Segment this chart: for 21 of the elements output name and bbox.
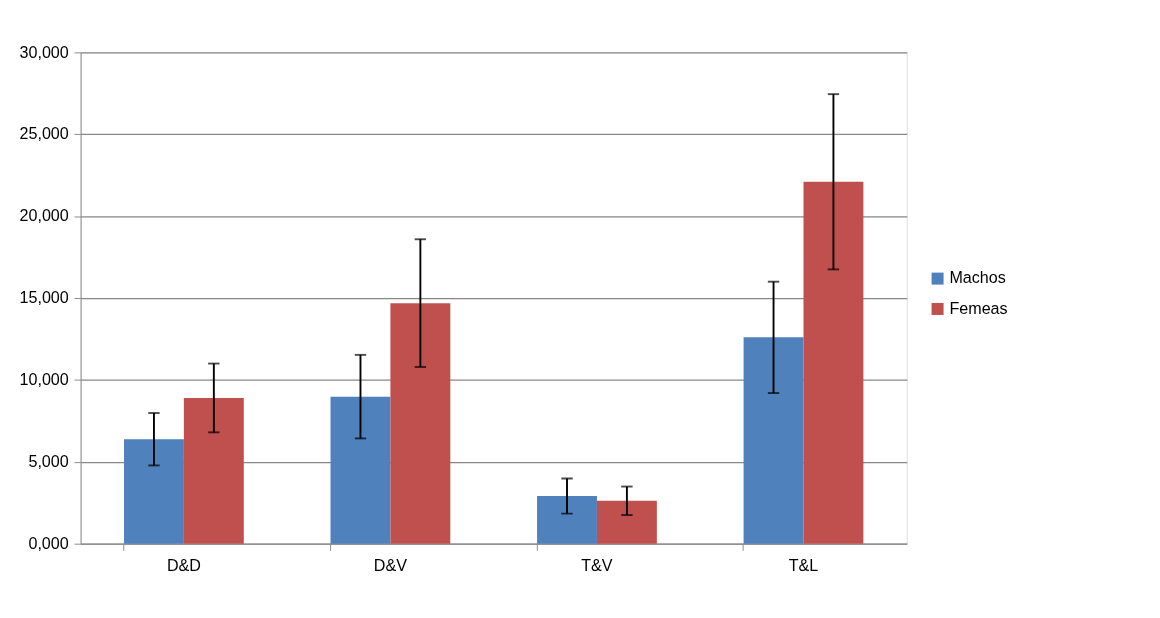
y-tick-label: 30,000 xyxy=(19,42,69,61)
x-tick-label: D&V xyxy=(373,555,408,574)
y-tick-label: 10,000 xyxy=(19,370,69,389)
bar xyxy=(803,181,864,544)
x-tick-label: T&V xyxy=(581,555,613,574)
x-tick-label: T&L xyxy=(788,555,819,574)
bar xyxy=(537,496,597,544)
y-tick-label: 15,000 xyxy=(19,288,69,307)
bar xyxy=(596,500,657,544)
y-tick-label: 20,000 xyxy=(19,206,69,225)
legend-label: Machos xyxy=(949,268,1006,287)
y-tick-label: 5,000 xyxy=(28,452,69,471)
bar xyxy=(330,396,391,544)
bar xyxy=(390,303,451,544)
y-tick-label: 0,000 xyxy=(28,533,69,552)
y-tick-label: 25,000 xyxy=(19,124,69,143)
bar xyxy=(183,397,244,544)
x-tick-label: D&D xyxy=(166,555,201,574)
bar xyxy=(123,439,184,544)
legend-label: Femeas xyxy=(949,298,1008,317)
bar xyxy=(743,337,804,544)
